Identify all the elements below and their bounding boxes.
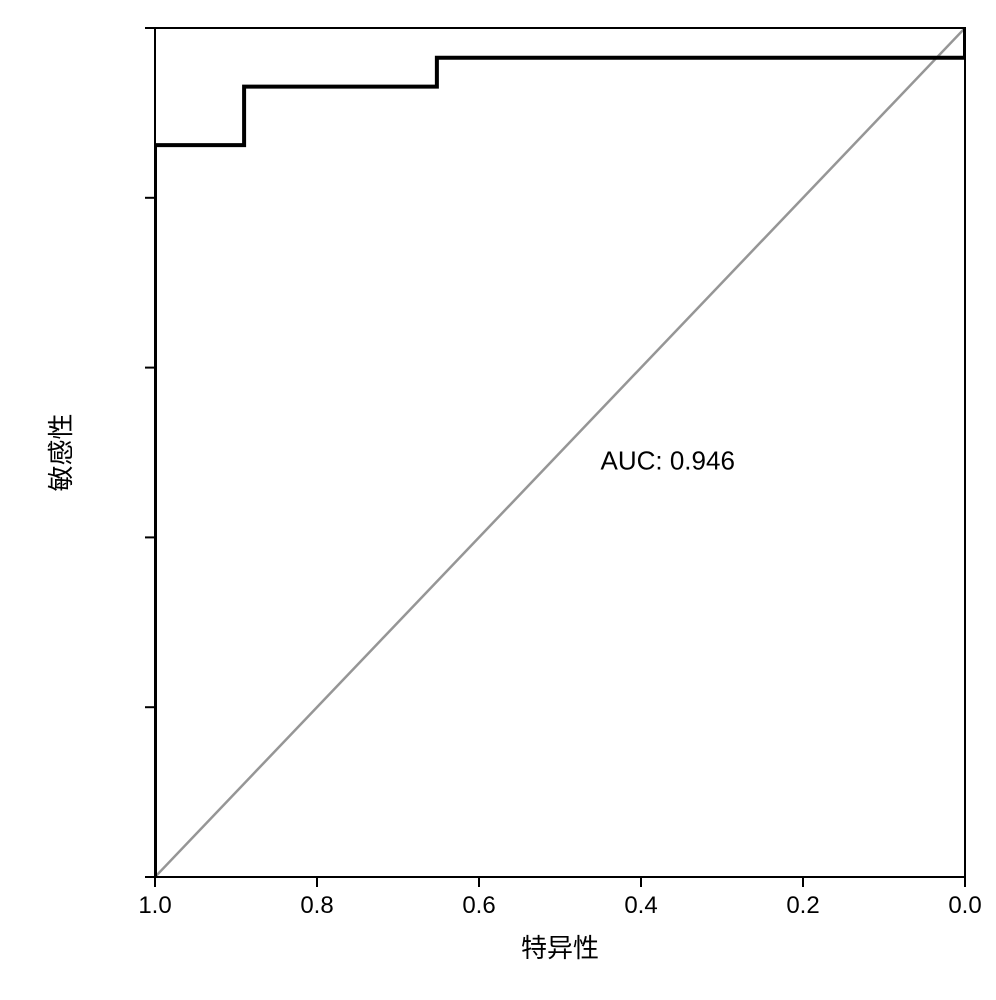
x-tick-label: 0.2 xyxy=(786,892,819,919)
auc-annotation: AUC: 0.946 xyxy=(601,445,735,475)
chart-svg: 1.0 0.8 0.6 0.4 0.2 0.0 特异性 敏感性 AUC: 0.946 xyxy=(0,0,996,1000)
x-tick-label: 1.0 xyxy=(138,892,171,919)
y-axis-label: 敏感性 xyxy=(46,413,76,491)
roc-chart: 1.0 0.8 0.6 0.4 0.2 0.0 特异性 敏感性 AUC: 0.946 xyxy=(0,0,996,1000)
x-tick-label: 0.4 xyxy=(624,892,657,919)
x-tick-label: 0.8 xyxy=(300,892,333,919)
diagonal-reference-line xyxy=(123,0,996,911)
x-axis-label: 特异性 xyxy=(521,933,599,963)
x-tick-label: 0.6 xyxy=(462,892,495,919)
x-tick-label: 0.0 xyxy=(948,892,981,919)
